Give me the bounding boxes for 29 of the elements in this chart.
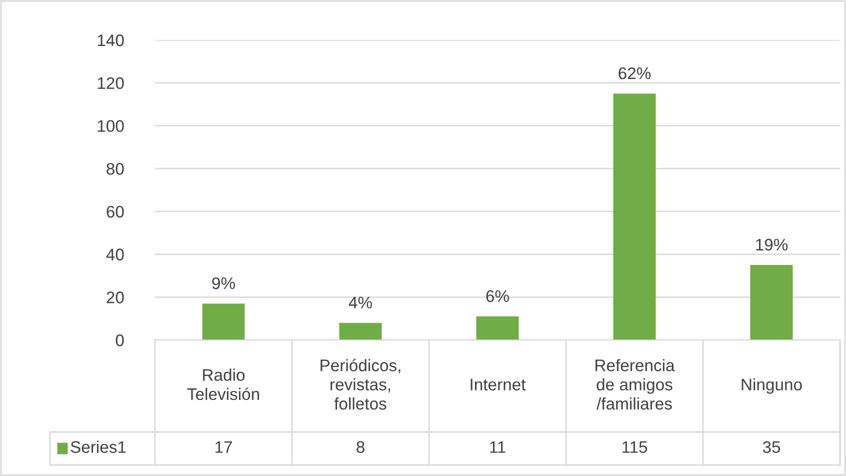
annotation: 19% <box>756 238 788 251</box>
bar <box>613 94 656 340</box>
y-tick-label: 140 <box>98 34 124 46</box>
annotation: 62% <box>618 67 651 80</box>
x-tick-label: Referencia de amigos /familiares <box>596 359 675 410</box>
y-tick-label: 100 <box>98 120 124 132</box>
y-tick-label: 0 <box>116 334 124 346</box>
y-tick-label: 40 <box>106 248 124 260</box>
bar <box>750 265 793 340</box>
bar <box>339 322 382 340</box>
x-tick-label: Periódicos, revistas, folletos <box>320 358 400 410</box>
bar <box>476 316 519 340</box>
data-label: 8 <box>356 441 364 453</box>
annotation: 9% <box>212 277 235 290</box>
data-label: 115 <box>622 441 648 453</box>
bar <box>202 304 245 340</box>
data-label: 35 <box>762 441 780 453</box>
legend-label: Series1 <box>70 440 126 453</box>
y-tick-label: 80 <box>106 162 124 175</box>
data-label: 11 <box>490 441 506 453</box>
x-tick-label: Ninguno <box>742 378 802 394</box>
y-tick-label: 120 <box>98 77 124 90</box>
annotation: 4% <box>348 296 372 308</box>
y-tick-label: 60 <box>106 206 124 218</box>
x-tick-label: Radio Televisión <box>187 368 260 400</box>
y-tick-label: 20 <box>106 292 124 304</box>
data-label: 17 <box>216 441 232 453</box>
x-tick-label: Internet <box>470 378 526 390</box>
annotation: 6% <box>486 290 509 302</box>
